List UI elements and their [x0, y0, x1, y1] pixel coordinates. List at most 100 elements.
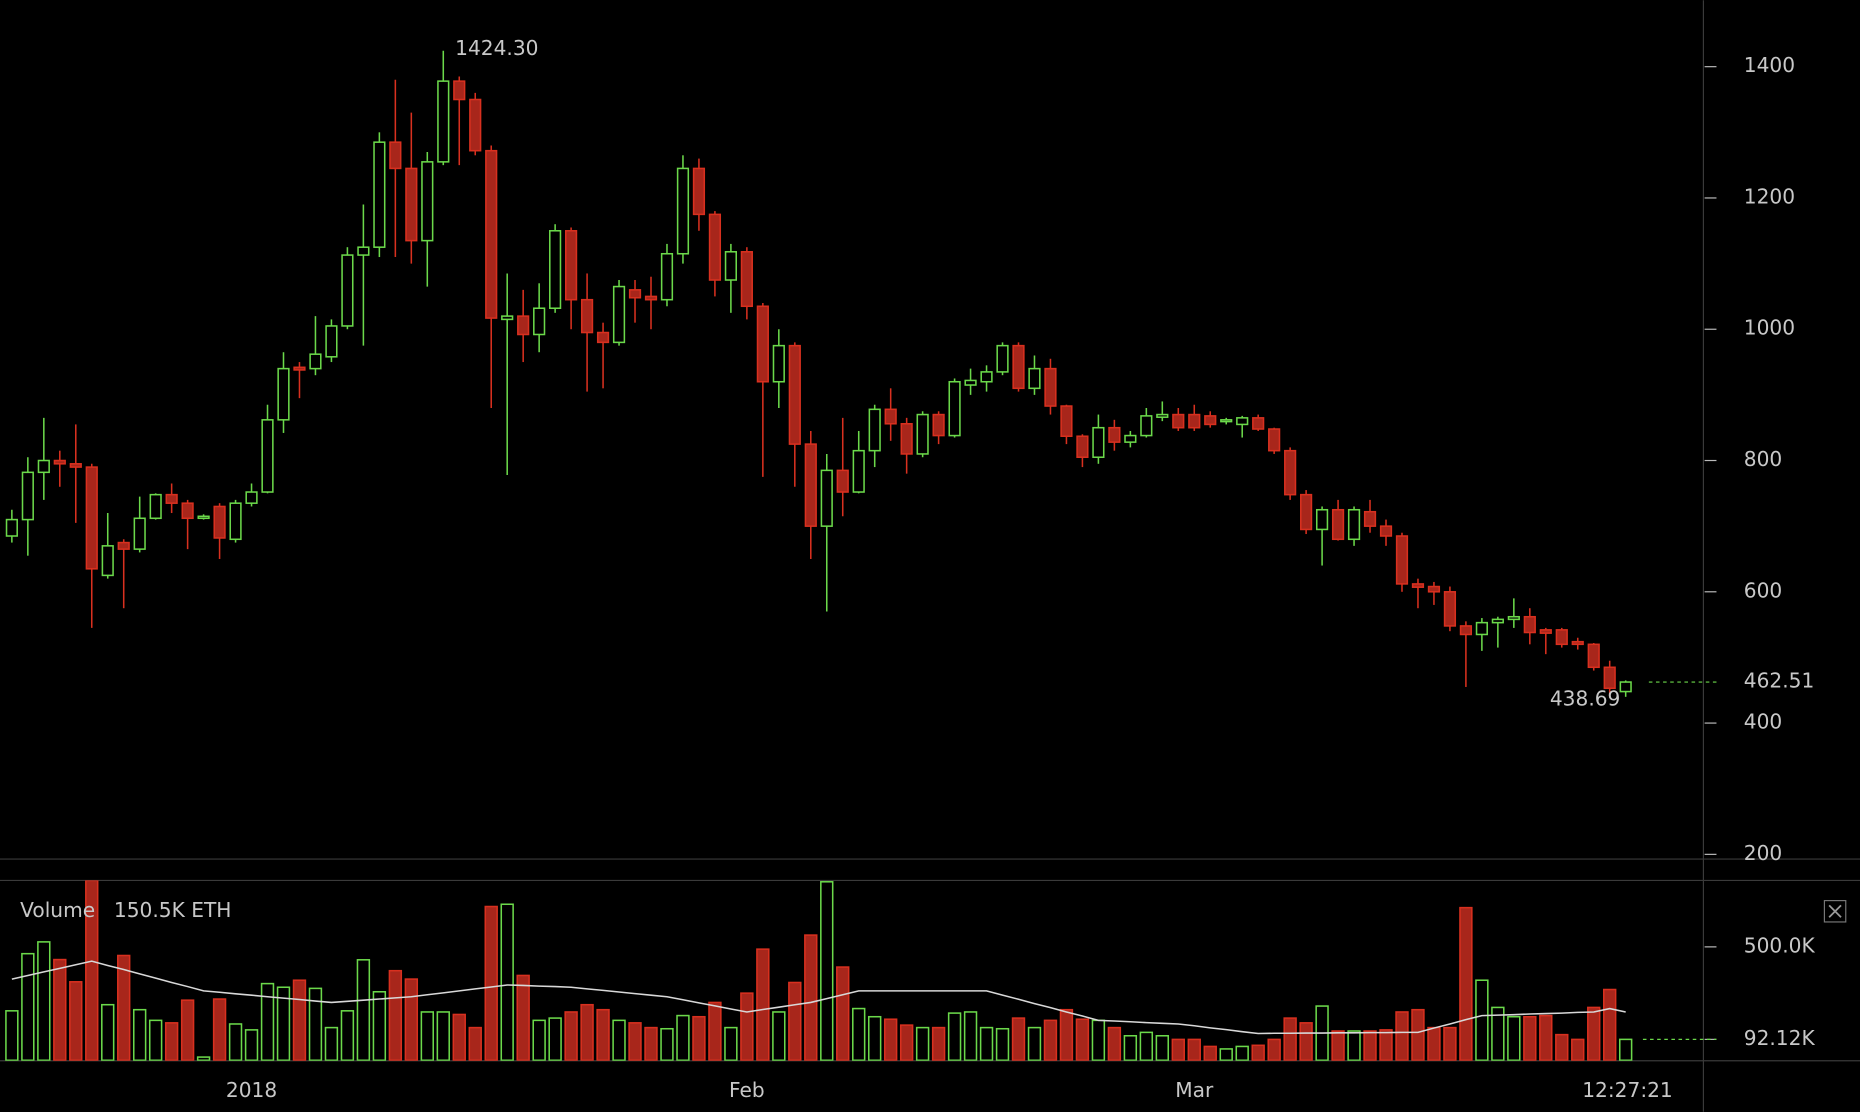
candle-body — [1060, 405, 1073, 438]
volume-bar — [708, 1001, 722, 1061]
candle-body — [1140, 415, 1153, 437]
candle-body — [1236, 417, 1249, 426]
candle-body — [533, 307, 546, 336]
volume-bar — [1587, 1006, 1601, 1061]
candle-body — [165, 493, 178, 504]
volume-bar — [676, 1014, 690, 1061]
candle-body — [788, 344, 801, 445]
candle-body — [1443, 591, 1457, 627]
low-label: 438.69 — [1550, 687, 1621, 711]
volume-bar — [101, 1003, 115, 1061]
y-tick-label: 800 — [1744, 447, 1782, 471]
candle-body — [660, 252, 674, 301]
candle-body — [85, 466, 98, 570]
volume-bar — [1395, 1011, 1409, 1061]
candle-body — [948, 380, 961, 437]
volume-bar — [117, 954, 131, 1061]
candle-body — [1028, 367, 1041, 390]
candle-body — [1411, 583, 1425, 588]
volume-bar — [1459, 906, 1473, 1061]
candle-body — [1268, 428, 1281, 452]
close-button[interactable] — [1823, 900, 1847, 923]
close-box[interactable] — [1823, 900, 1847, 923]
y-tick-label: 200 — [1744, 841, 1782, 865]
volume-bar — [915, 1026, 930, 1061]
candle-body — [1204, 415, 1217, 426]
candle-body — [964, 379, 977, 386]
volume-bar — [340, 1010, 355, 1061]
candle-body — [133, 517, 146, 550]
candle-body — [501, 315, 514, 321]
candle-body — [37, 459, 50, 474]
volume-bar — [21, 952, 35, 1061]
candle-body — [517, 315, 530, 336]
volume-bar — [196, 1056, 211, 1061]
volume-bar — [1507, 1015, 1521, 1061]
candle-body — [1571, 640, 1584, 646]
candle-body — [756, 305, 769, 383]
candle-body — [1427, 585, 1441, 593]
volume-bar — [931, 1026, 946, 1061]
volume-bar — [5, 1010, 19, 1061]
volume-bar — [148, 1019, 163, 1061]
last-price-label: 462.51 — [1744, 669, 1815, 693]
volume-bar — [308, 987, 323, 1061]
volume-bar — [740, 992, 754, 1061]
volume-bar — [1379, 1029, 1393, 1061]
volume-bar — [1427, 1026, 1441, 1061]
x-tick-label: Mar — [1175, 1078, 1214, 1102]
volume-bar — [644, 1026, 658, 1061]
price-panel — [5, 50, 1632, 698]
candle-body — [932, 413, 945, 437]
candle-body — [740, 251, 753, 308]
volume-bar — [788, 981, 802, 1061]
candle-body — [1507, 615, 1520, 621]
volume-bar — [820, 881, 834, 1061]
candle-body — [309, 353, 322, 370]
candle-body — [996, 344, 1009, 373]
volume-bar — [452, 1013, 466, 1061]
y-tick-label: 600 — [1744, 578, 1782, 602]
candle-body — [1300, 493, 1313, 531]
candle-body — [1108, 426, 1121, 443]
volume-bar — [596, 1008, 610, 1061]
volume-bar — [292, 979, 307, 1061]
candle-body — [772, 344, 785, 383]
volume-bar — [1523, 1015, 1537, 1061]
volume-tick-label: 92.12K — [1744, 1026, 1816, 1050]
candle-body — [213, 505, 226, 539]
volume-bar — [1267, 1038, 1281, 1061]
y-tick-label: 1200 — [1744, 184, 1795, 208]
candle-body — [580, 298, 594, 334]
volume-bar — [228, 1023, 243, 1061]
candle-body — [1172, 413, 1185, 429]
candle-body — [549, 230, 562, 310]
volume-bar — [1603, 988, 1617, 1061]
candle-body — [21, 471, 34, 521]
candle-body — [644, 295, 658, 301]
candle-body — [884, 408, 897, 425]
volume-bar — [1123, 1035, 1138, 1061]
candle-body — [1076, 435, 1089, 459]
volume-bar — [564, 1011, 578, 1061]
candle-body — [261, 419, 274, 493]
volume-bar — [436, 1011, 450, 1061]
volume-bar — [388, 969, 403, 1061]
candle-body — [373, 141, 386, 248]
x-tick-label: Feb — [729, 1078, 765, 1102]
candle-body — [596, 331, 610, 344]
candle-body — [612, 285, 626, 344]
volume-bar — [804, 934, 818, 1061]
close-icon[interactable] — [1828, 904, 1842, 918]
candle-body — [1124, 434, 1137, 443]
candle-body — [692, 167, 706, 216]
volume-bar — [404, 978, 419, 1061]
candle-body — [469, 98, 482, 152]
volume-bar — [1347, 1030, 1361, 1061]
candle-body — [389, 141, 402, 170]
volume-bar — [1203, 1045, 1217, 1061]
candle-body — [485, 149, 498, 319]
time-label: 12:27:21 — [1582, 1078, 1673, 1102]
volume-title: Volume — [20, 898, 95, 922]
